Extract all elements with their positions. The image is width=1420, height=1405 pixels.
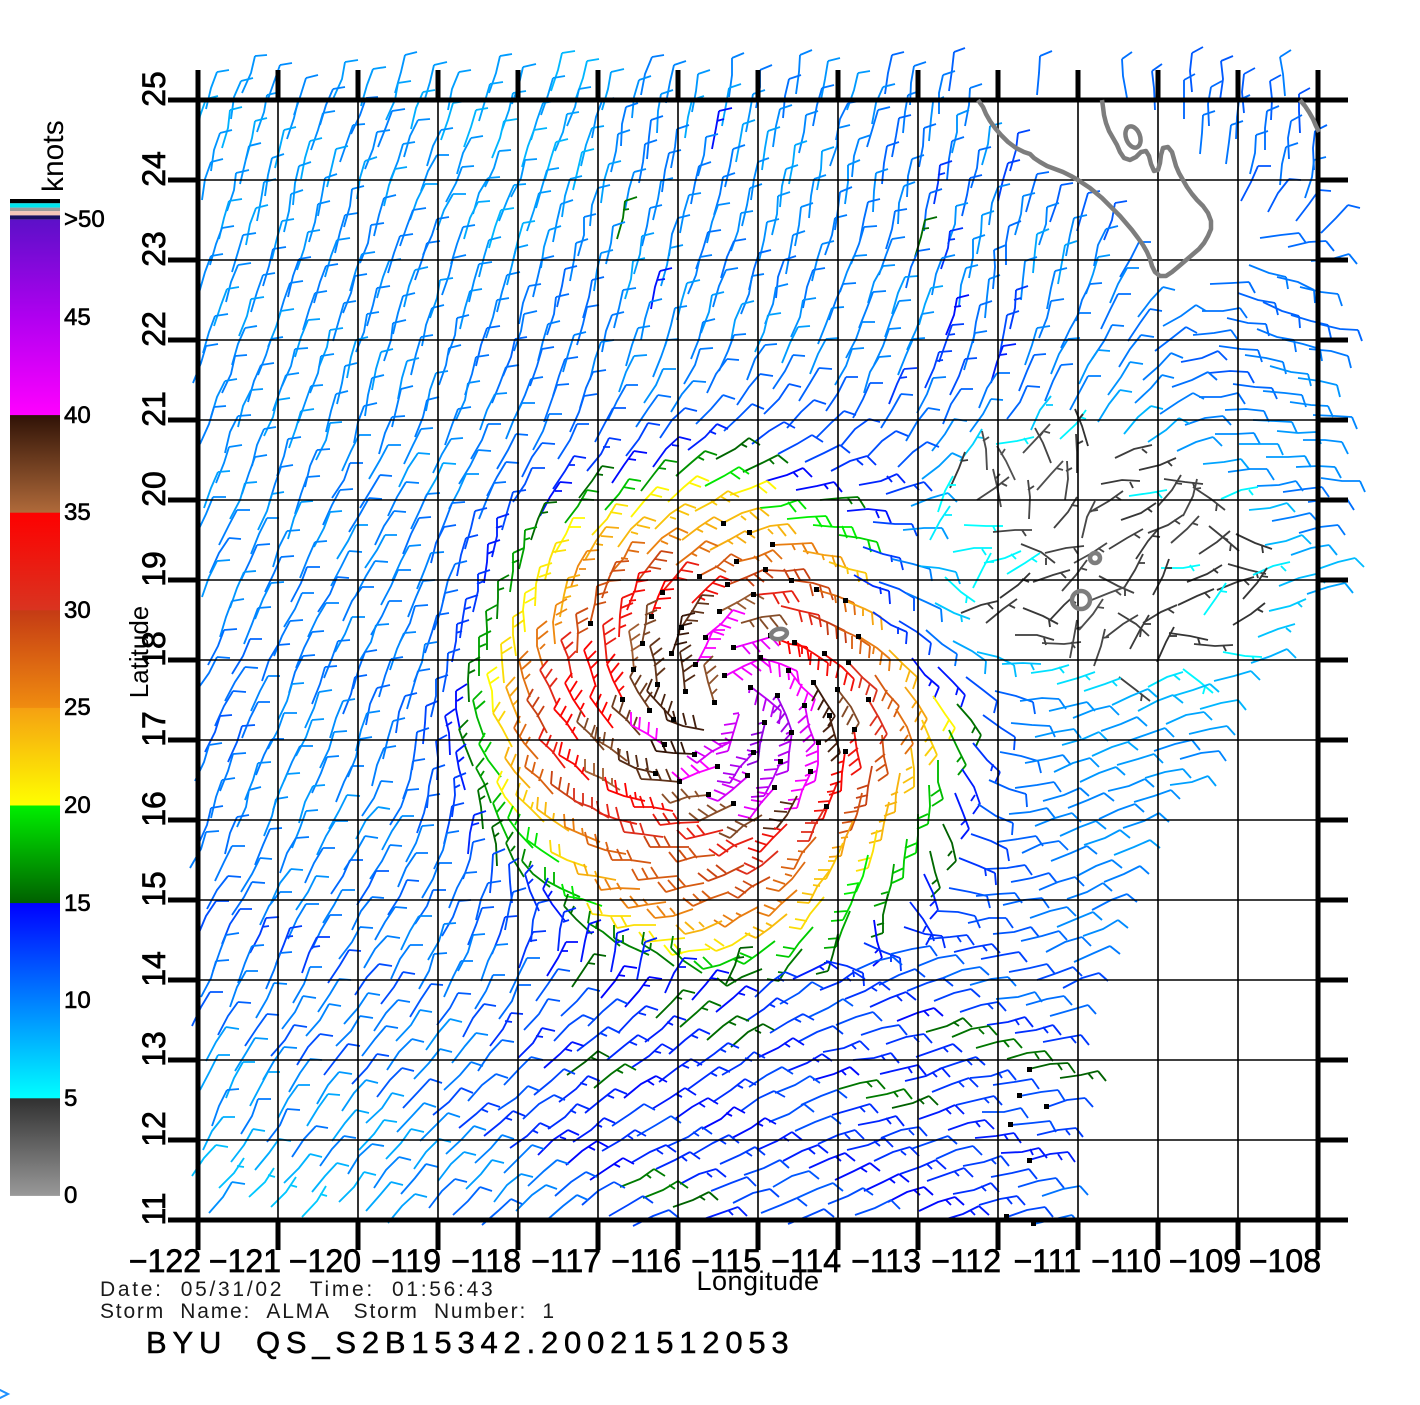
svg-text:−108: −108 xyxy=(1249,1243,1321,1279)
svg-text:25: 25 xyxy=(64,694,91,721)
svg-text:23: 23 xyxy=(136,231,172,267)
svg-text:40: 40 xyxy=(64,402,91,429)
svg-text:18: 18 xyxy=(136,631,172,667)
svg-text:19: 19 xyxy=(136,551,172,587)
svg-text:−118: −118 xyxy=(451,1243,521,1279)
svg-text:14: 14 xyxy=(136,951,172,987)
svg-text:−112: −112 xyxy=(931,1243,1001,1279)
svg-text:45: 45 xyxy=(64,304,91,331)
svg-text:13: 13 xyxy=(136,1031,172,1067)
svg-text:25: 25 xyxy=(136,71,172,107)
svg-text:−110: −110 xyxy=(1091,1243,1161,1279)
svg-text:−113: −113 xyxy=(851,1243,921,1279)
svg-text:−121: −121 xyxy=(209,1243,281,1279)
svg-text:10: 10 xyxy=(64,987,91,1014)
svg-text:−109: −109 xyxy=(1169,1243,1241,1279)
svg-text:Storm Name: ALMA Storm Nu: Storm Name: ALMA Storm Number: 1 xyxy=(100,1300,556,1323)
svg-text:20: 20 xyxy=(64,792,91,819)
svg-text:knots: knots xyxy=(37,120,70,192)
svg-text:Latitude: Latitude xyxy=(124,606,154,699)
svg-text:15: 15 xyxy=(64,890,91,917)
svg-text:20: 20 xyxy=(136,471,172,507)
svg-text:24: 24 xyxy=(136,151,172,187)
svg-text:0: 0 xyxy=(64,1182,77,1209)
svg-text:21: 21 xyxy=(136,391,172,427)
svg-text:−120: −120 xyxy=(289,1243,361,1279)
svg-text:17: 17 xyxy=(136,711,172,747)
svg-text:30: 30 xyxy=(64,597,91,624)
svg-text:Date: 05/31/02 Time: 01:56: Date: 05/31/02 Time: 01:56:43 xyxy=(100,1278,495,1301)
svg-text:BYU QS_S2B15342.20021512053: BYU QS_S2B15342.20021512053 xyxy=(146,1325,794,1360)
svg-text:−115: −115 xyxy=(691,1243,761,1279)
svg-text:11: 11 xyxy=(136,1192,172,1225)
svg-text:−122: −122 xyxy=(129,1243,201,1279)
svg-text:−119: −119 xyxy=(371,1243,441,1279)
svg-text:16: 16 xyxy=(136,791,172,827)
svg-text:5: 5 xyxy=(64,1085,77,1112)
svg-text:−111: −111 xyxy=(1014,1243,1081,1279)
svg-text:15: 15 xyxy=(136,871,172,907)
svg-text:>50: >50 xyxy=(64,206,105,233)
svg-text:Longitude: Longitude xyxy=(696,1266,819,1296)
svg-text:−114: −114 xyxy=(771,1243,841,1279)
svg-text:35: 35 xyxy=(64,499,91,526)
svg-text:−117: −117 xyxy=(531,1243,601,1279)
svg-text:−116: −116 xyxy=(611,1243,681,1279)
svg-text:22: 22 xyxy=(136,311,172,347)
svg-text:12: 12 xyxy=(136,1111,172,1147)
